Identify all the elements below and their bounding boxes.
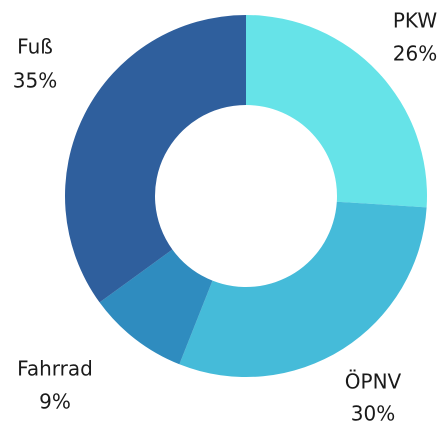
category-label: Fahrrad [17, 357, 93, 381]
category-label: ÖPNV [345, 370, 402, 394]
value-label: 30% [351, 402, 395, 425]
value-label: 26% [393, 42, 437, 66]
donut-segment [246, 15, 428, 208]
donut-segment [99, 249, 213, 365]
donut-segment [179, 201, 427, 377]
value-label: 35% [13, 69, 57, 93]
category-label: Fuß [17, 35, 53, 59]
value-label: 9% [39, 390, 71, 414]
category-label: PKW [393, 9, 437, 33]
donut-segment [65, 15, 246, 303]
